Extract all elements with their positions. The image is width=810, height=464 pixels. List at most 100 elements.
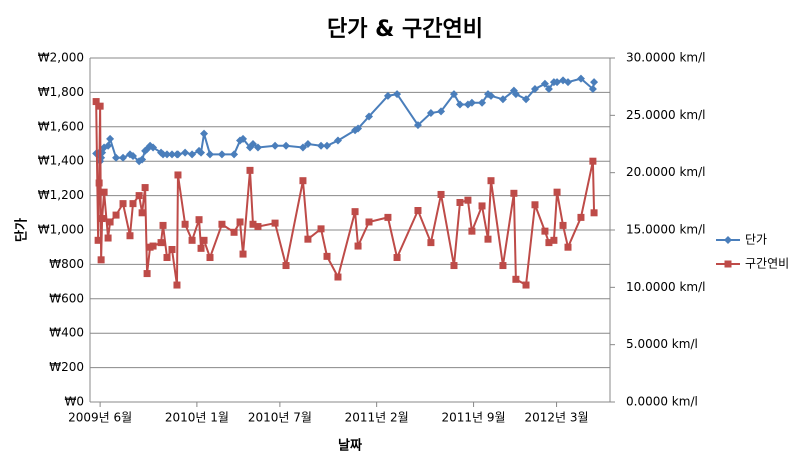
point bbox=[119, 200, 127, 208]
point bbox=[97, 256, 105, 264]
x-axis-label: 날짜 bbox=[338, 438, 362, 454]
y2-tick-label: 0.0000 km/l bbox=[626, 395, 698, 409]
point bbox=[236, 218, 244, 226]
point bbox=[104, 141, 113, 150]
point bbox=[351, 208, 359, 216]
y2-tick-label: 20.0000 km/l bbox=[626, 165, 705, 179]
point bbox=[531, 201, 539, 209]
point bbox=[141, 184, 149, 192]
point bbox=[129, 200, 137, 208]
point bbox=[323, 252, 331, 260]
point bbox=[197, 148, 206, 157]
point bbox=[95, 179, 103, 187]
point bbox=[149, 143, 158, 152]
point bbox=[98, 215, 106, 223]
point bbox=[426, 109, 435, 118]
point bbox=[230, 228, 238, 236]
point bbox=[437, 107, 446, 116]
point bbox=[104, 234, 112, 242]
legend-label: 단가 bbox=[745, 233, 767, 247]
point bbox=[181, 220, 189, 228]
point bbox=[181, 148, 190, 157]
point bbox=[478, 98, 487, 107]
point bbox=[589, 157, 597, 165]
point bbox=[197, 244, 205, 252]
point bbox=[510, 189, 518, 197]
point bbox=[254, 223, 262, 231]
point bbox=[544, 84, 553, 93]
point bbox=[413, 121, 422, 130]
point bbox=[545, 239, 553, 247]
point bbox=[455, 100, 464, 109]
point bbox=[206, 150, 214, 159]
point bbox=[511, 90, 520, 99]
legend-label: 구간연비 bbox=[745, 257, 789, 271]
point bbox=[354, 242, 362, 250]
point bbox=[427, 239, 435, 247]
point bbox=[282, 262, 290, 270]
point bbox=[550, 236, 558, 244]
y2-tick-label: 10.0000 km/l bbox=[626, 280, 705, 294]
point bbox=[449, 90, 458, 99]
y2-tick-label: 30.0000 km/l bbox=[626, 51, 705, 65]
point bbox=[530, 84, 539, 93]
point bbox=[486, 91, 495, 100]
point bbox=[271, 141, 280, 150]
point bbox=[393, 90, 402, 99]
point bbox=[188, 150, 197, 159]
point bbox=[173, 150, 182, 159]
point bbox=[564, 78, 573, 87]
point bbox=[218, 220, 226, 228]
point bbox=[317, 141, 326, 150]
point bbox=[135, 192, 143, 200]
y-axis-label: 단가 bbox=[14, 218, 30, 242]
point bbox=[112, 153, 121, 162]
x-tick-label: 2010년 7월 bbox=[248, 411, 312, 425]
point bbox=[588, 84, 597, 93]
point bbox=[354, 124, 363, 133]
chart-title: 단가 & 구간연비 bbox=[327, 17, 483, 42]
y-tick-label: ₩800 bbox=[49, 257, 84, 271]
point bbox=[106, 218, 114, 226]
point bbox=[559, 221, 567, 229]
point bbox=[206, 254, 214, 262]
point bbox=[167, 150, 176, 159]
point bbox=[456, 198, 464, 206]
x-tick-label: 2010년 1월 bbox=[165, 411, 229, 425]
point bbox=[590, 78, 599, 87]
x-tick-label: 2011년 2월 bbox=[345, 411, 409, 425]
point bbox=[487, 177, 495, 185]
point bbox=[217, 150, 226, 159]
point bbox=[564, 243, 572, 251]
point bbox=[334, 273, 342, 281]
y-tick-label: ₩0 bbox=[65, 395, 85, 409]
y-tick-label: ₩600 bbox=[49, 291, 84, 305]
point bbox=[163, 150, 172, 159]
point bbox=[106, 134, 115, 143]
point bbox=[163, 254, 171, 262]
point bbox=[299, 177, 307, 185]
point bbox=[188, 236, 196, 244]
point bbox=[253, 143, 262, 152]
point bbox=[126, 232, 134, 240]
point bbox=[230, 150, 239, 159]
point bbox=[248, 140, 257, 148]
point bbox=[468, 227, 476, 235]
y-tick-label: ₩1,800 bbox=[38, 85, 84, 99]
point bbox=[138, 209, 146, 217]
point bbox=[590, 209, 598, 217]
point bbox=[200, 129, 209, 138]
point bbox=[576, 74, 585, 83]
point bbox=[157, 239, 165, 247]
point bbox=[365, 112, 374, 121]
point bbox=[553, 78, 562, 87]
point bbox=[365, 218, 373, 226]
point bbox=[384, 213, 392, 221]
y-tick-label: ₩1,000 bbox=[38, 223, 84, 237]
point bbox=[522, 281, 530, 289]
point bbox=[298, 143, 307, 152]
y2-tick-label: 5.0000 km/l bbox=[626, 337, 698, 351]
point bbox=[437, 190, 445, 198]
y-tick-label: ₩200 bbox=[49, 360, 84, 374]
point bbox=[383, 91, 392, 100]
